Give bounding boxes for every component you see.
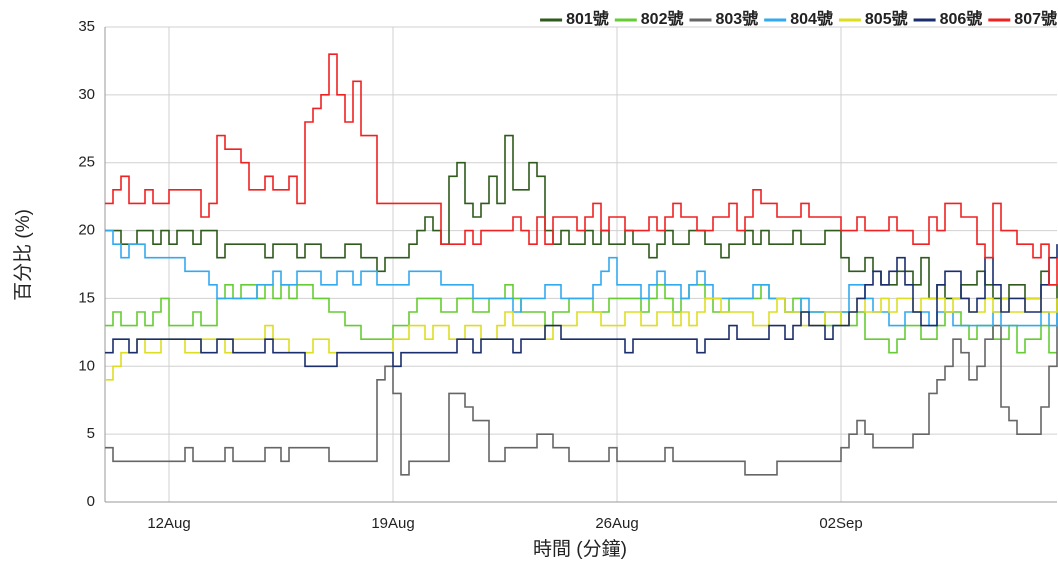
- series-line: [105, 312, 1058, 476]
- y-axis-label: 百分比 (%): [12, 209, 34, 301]
- legend-label: 807號: [1014, 9, 1057, 28]
- legend-label: 804號: [790, 9, 833, 28]
- series-line: [105, 297, 1058, 381]
- series-line: [105, 284, 1057, 354]
- y-tick-label: 15: [78, 289, 95, 306]
- legend-label: 802號: [641, 9, 684, 28]
- series-line: [105, 229, 1058, 327]
- legend-label: 803號: [715, 9, 758, 28]
- y-tick-label: 10: [78, 357, 95, 374]
- y-tick-label: 5: [87, 425, 95, 442]
- x-tick-label: 02Sep: [819, 515, 862, 532]
- y-tick-label: 30: [78, 86, 95, 103]
- series-line: [105, 134, 1058, 312]
- x-tick-label: 19Aug: [371, 515, 414, 532]
- y-tick-label: 35: [78, 18, 95, 35]
- legend-label: 801號: [566, 9, 609, 28]
- y-tick-label: 20: [78, 222, 95, 239]
- series-line: [105, 244, 1058, 368]
- legend-label: 805號: [865, 9, 908, 28]
- x-tick-label: 12Aug: [147, 515, 190, 532]
- series-line: [105, 53, 1058, 286]
- y-tick-label: 25: [78, 154, 95, 171]
- y-tick-label: 0: [87, 493, 95, 510]
- x-tick-label: 26Aug: [595, 515, 638, 532]
- x-axis-label: 時間 (分鐘): [533, 538, 627, 560]
- legend-label: 806號: [940, 9, 983, 28]
